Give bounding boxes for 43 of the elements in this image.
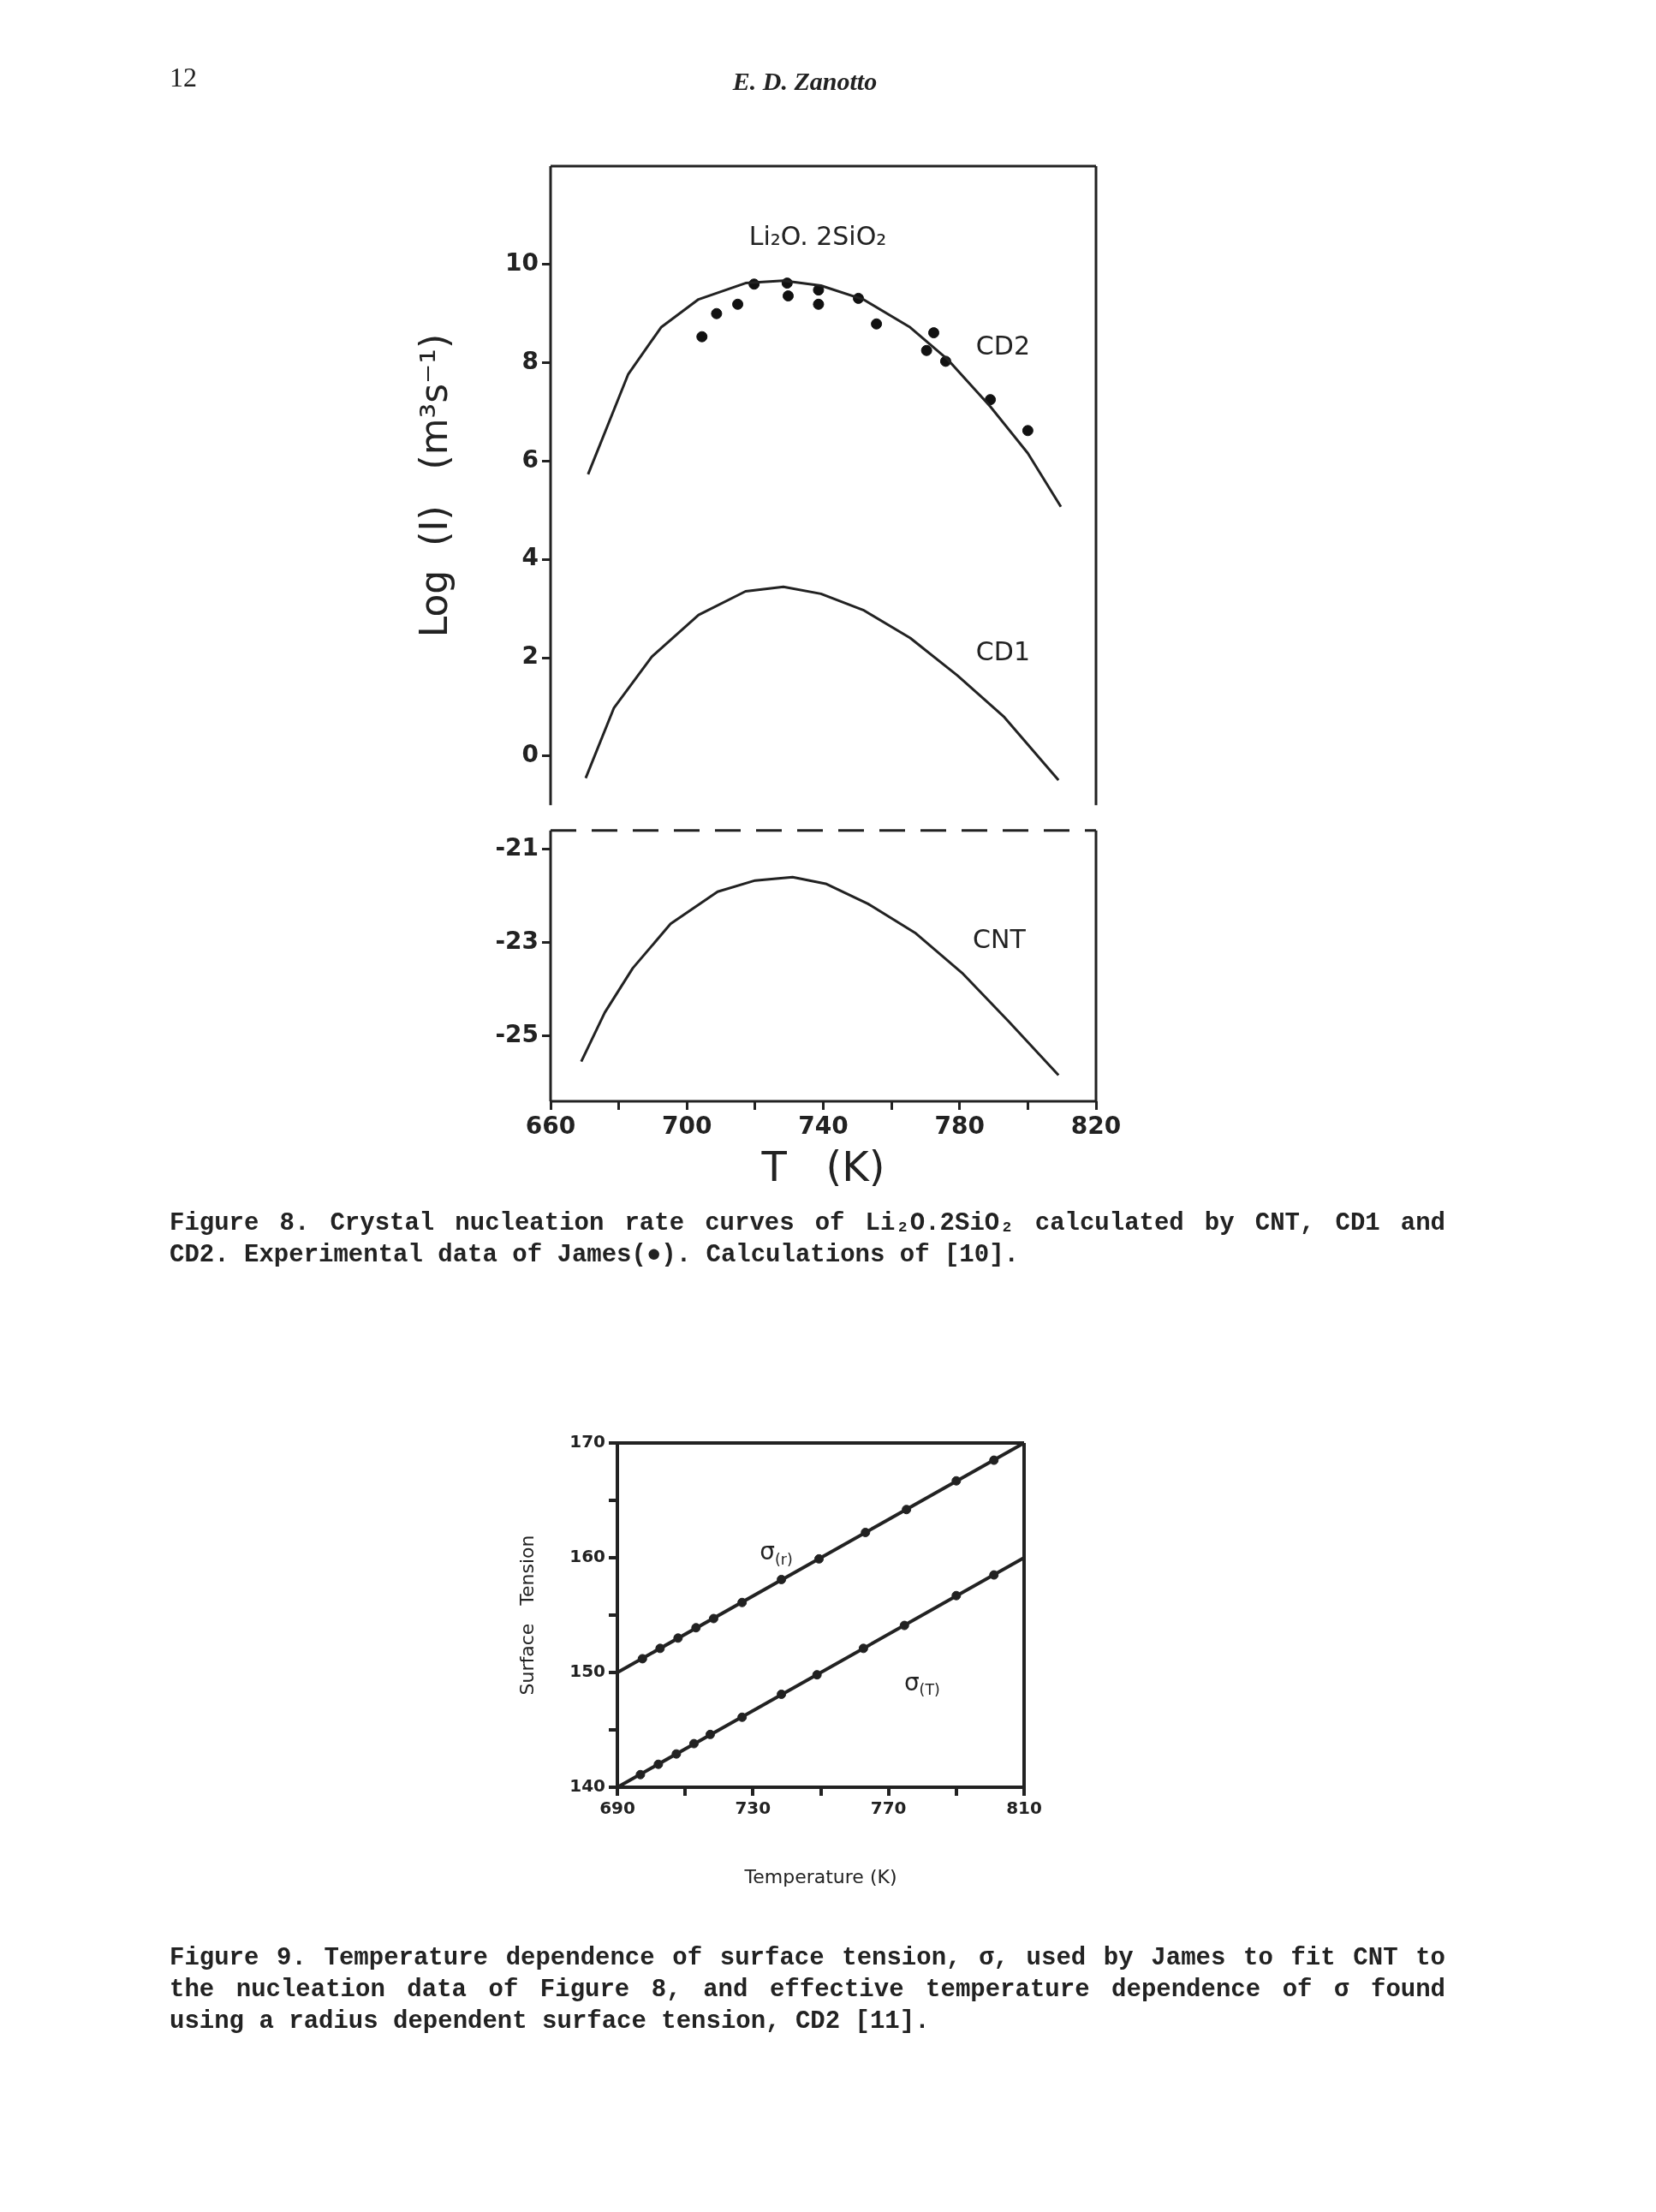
y-tick-label: 140 [569,1775,605,1797]
y-axis-title: Surface Tension [515,1535,538,1696]
text: E. D. Zanotto [731,67,879,96]
y-tick-label: -21 [495,832,539,862]
text: 12 [170,62,197,93]
x-axis-title: T (K) [760,1142,885,1190]
y-tick-label: 170 [569,1431,605,1452]
y-tick-label: -23 [495,926,539,955]
y-tick-label: -25 [495,1019,539,1048]
y-tick-label: 6 [521,444,539,474]
point [732,298,744,310]
x-tick-label: 700 [662,1112,712,1141]
caption: Figure 8. Crystal nucleation rate curves of Li₂O.2SiO₂ calculated by CNT, CD1 and CD2. Experimental data of James(●). Calculations of [10]. [170,1208,1445,1271]
x-tick-label: 740 [798,1112,849,1141]
y-tick-label: 150 [569,1660,605,1682]
x-tick-label: 810 [1006,1798,1042,1819]
series-label: CNT [973,924,1027,955]
point [782,290,794,302]
point [711,307,723,319]
point [871,318,883,330]
point [813,298,825,310]
caption: Figure 9. Temperature dependence of surface tension, σ, used by James to fit CNT to the nucleation data of Figure 8, and effective temperature dependence of σ found using a radius dependent surface tension, CD2 [11]. [170,1943,1445,2037]
y-tick-label: 10 [505,248,539,277]
x-tick-label: 820 [1070,1112,1122,1141]
x-axis-title: Temperature (K) [743,1865,897,1887]
y-axis-title: Log (I) (m³s⁻¹) [411,333,456,638]
x-tick-label: 660 [525,1112,576,1141]
x-tick-label: 770 [870,1798,907,1819]
annotation: Li₂O. 2SiO₂ [748,221,888,251]
y-tick-label: 4 [521,543,539,572]
series-label: CD2 [975,331,1030,361]
point [696,331,708,343]
x-tick-label: 780 [934,1112,985,1141]
y-tick-label: 160 [569,1546,605,1567]
y-tick-label: 0 [521,740,539,769]
y-tick-label: 8 [521,346,539,375]
y-tick-label: 2 [521,641,539,671]
point [1022,425,1034,437]
x-tick-label: 690 [599,1798,635,1819]
point [920,344,932,356]
x-tick-label: 730 [735,1798,771,1819]
series-label: CD1 [975,636,1030,667]
point [927,327,939,339]
